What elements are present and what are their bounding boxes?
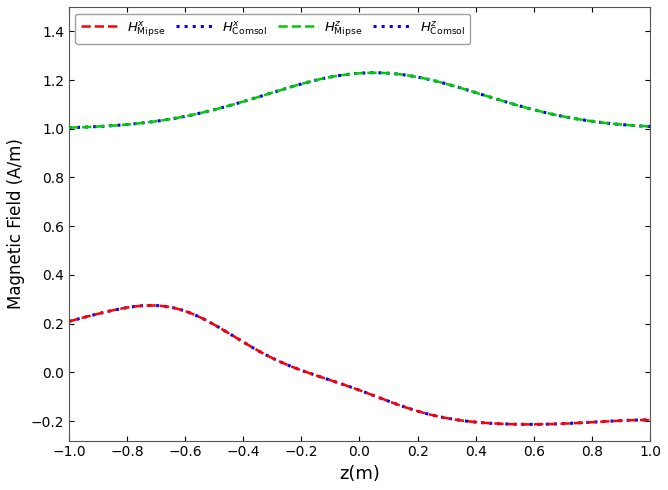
Legend: $H^x_{\mathrm{Mipse}}$, $H^x_{\mathrm{Comsol}}$, $H^z_{\mathrm{Mipse}}$, $H^z_{\: $H^x_{\mathrm{Mipse}}$, $H^x_{\mathrm{Co…	[75, 14, 470, 44]
Y-axis label: Magnetic Field (A/m): Magnetic Field (A/m)	[7, 138, 25, 309]
X-axis label: z(m): z(m)	[339, 465, 380, 483]
